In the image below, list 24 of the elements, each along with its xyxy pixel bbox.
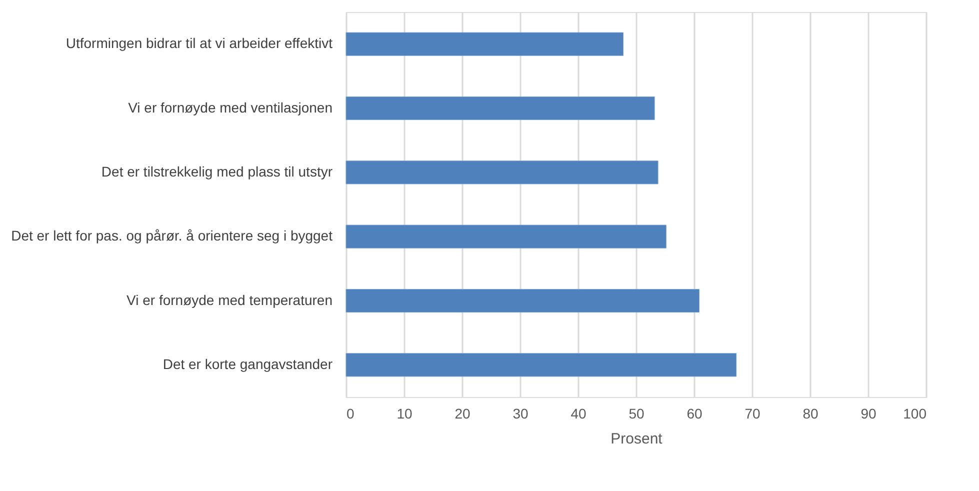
x-tick-label: 100 bbox=[903, 406, 927, 422]
x-tick-label: 80 bbox=[802, 406, 818, 422]
y-tick-label: Det er korte gangavstander bbox=[162, 356, 333, 372]
x-axis-title: Prosent bbox=[610, 430, 664, 448]
x-tick-label: 10 bbox=[396, 406, 412, 422]
bar bbox=[346, 96, 655, 120]
x-tick-label: 20 bbox=[454, 406, 470, 422]
bar bbox=[346, 160, 658, 184]
x-tick-label: 40 bbox=[570, 406, 586, 422]
y-tick-label: Det er lett for pas. og pårør. å orientere seg i bygget bbox=[11, 228, 333, 244]
x-tick-label: 90 bbox=[860, 406, 876, 422]
x-tick-label: 60 bbox=[686, 406, 702, 422]
bar bbox=[346, 353, 737, 377]
y-tick-label: Vi er fornøyde med temperaturen bbox=[126, 292, 332, 308]
x-tick-label: 50 bbox=[628, 406, 644, 422]
x-tick-label: 0 bbox=[346, 406, 354, 422]
y-tick-label: Det er tilstrekkelig med plass til utstyr bbox=[101, 163, 333, 180]
bar bbox=[346, 32, 624, 56]
bar bbox=[346, 224, 666, 248]
bar bbox=[346, 288, 700, 313]
y-tick-label: Vi er fornøyde med ventilasjonen bbox=[128, 99, 332, 116]
x-tick-label: 70 bbox=[744, 406, 760, 422]
y-tick-label: Utformingen bidrar til at vi arbeider effektivt bbox=[66, 35, 333, 52]
x-tick-label: 30 bbox=[512, 406, 528, 422]
